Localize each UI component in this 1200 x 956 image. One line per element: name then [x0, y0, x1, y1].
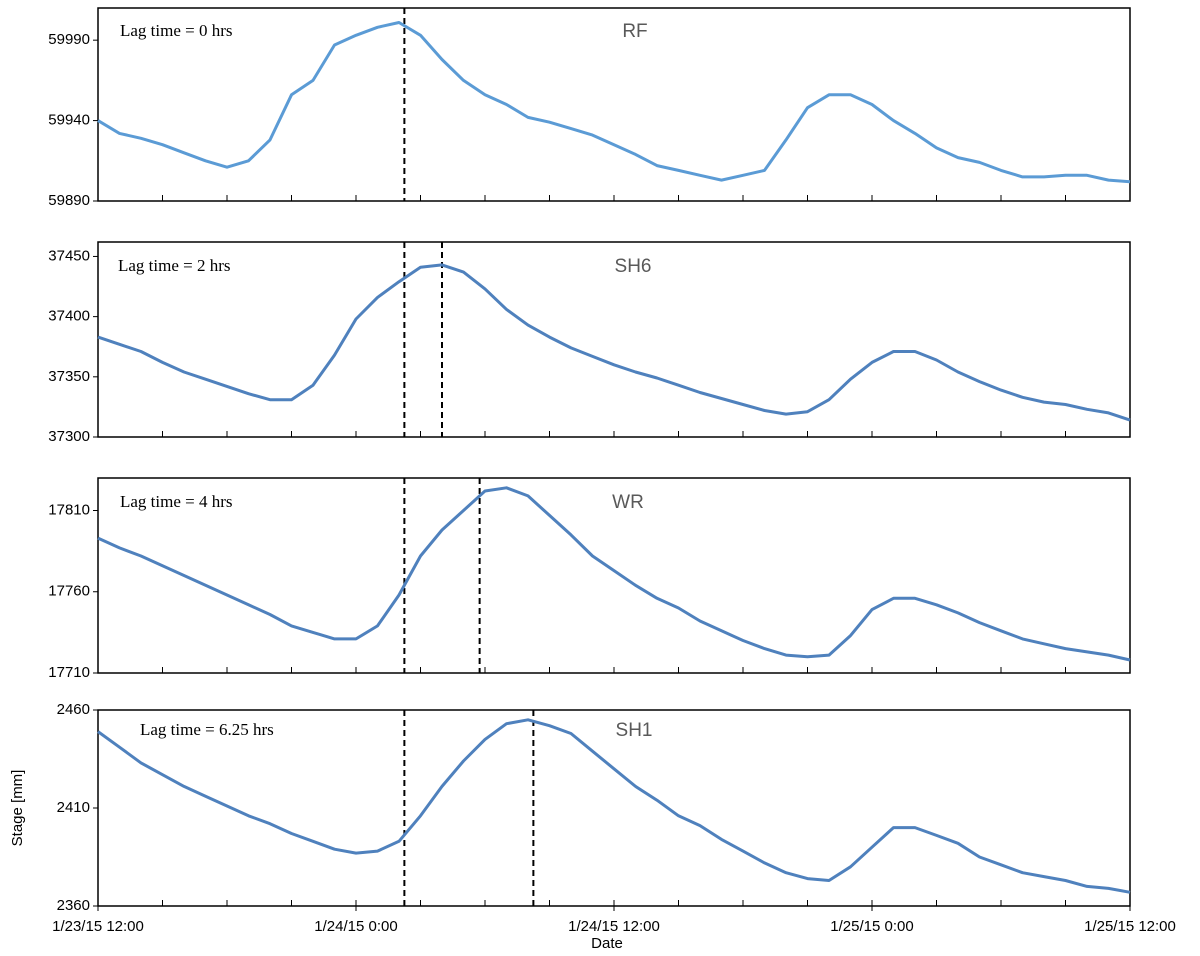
x-tick-label: 1/23/15 12:00: [52, 918, 144, 935]
x-tick-label: 1/25/15 0:00: [830, 918, 913, 935]
y-tick-label: 59890: [48, 192, 90, 209]
x-tick-label: 1/24/15 12:00: [568, 918, 660, 935]
series-line: [97, 486, 1131, 662]
y-tick-label: 59940: [48, 112, 90, 129]
y-tick-label: 37400: [48, 308, 90, 325]
x-tick-label: 1/24/15 0:00: [314, 918, 397, 935]
series-line: [97, 263, 1131, 422]
panel-title: WR: [612, 492, 644, 513]
plot-frame: [97, 709, 1131, 907]
lag-annotation: Lag time = 2 hrs: [118, 256, 231, 275]
lag-annotation: Lag time = 0 hrs: [120, 21, 233, 40]
y-tick-label: 2460: [57, 701, 90, 718]
y-tick-label: 17710: [48, 664, 90, 681]
y-tick-label: 37450: [48, 247, 90, 264]
x-axis-title: Date: [591, 935, 623, 952]
x-tick-label: 1/25/15 12:00: [1084, 918, 1176, 935]
panel-title: SH1: [616, 720, 653, 741]
y-tick-label: 2410: [57, 799, 90, 816]
y-tick-label: 17810: [48, 501, 90, 518]
y-tick-label: 37300: [48, 428, 90, 445]
y-tick-label: 17760: [48, 583, 90, 600]
y-tick-label: 37350: [48, 368, 90, 385]
series-line: [97, 718, 1131, 894]
panel-title: RF: [622, 21, 647, 42]
lag-annotation: Lag time = 6.25 hrs: [140, 720, 274, 739]
plot-frame: [97, 7, 1131, 202]
y-tick-label: 59990: [48, 31, 90, 48]
panel-title: SH6: [615, 256, 652, 277]
y-tick-label: 2360: [57, 897, 90, 914]
series-line: [97, 21, 1131, 184]
y-axis-title: Stage [mm]: [9, 770, 26, 847]
lag-annotation: Lag time = 4 hrs: [120, 492, 233, 511]
